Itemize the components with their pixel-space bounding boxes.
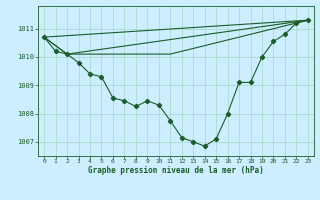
X-axis label: Graphe pression niveau de la mer (hPa): Graphe pression niveau de la mer (hPa) <box>88 166 264 175</box>
